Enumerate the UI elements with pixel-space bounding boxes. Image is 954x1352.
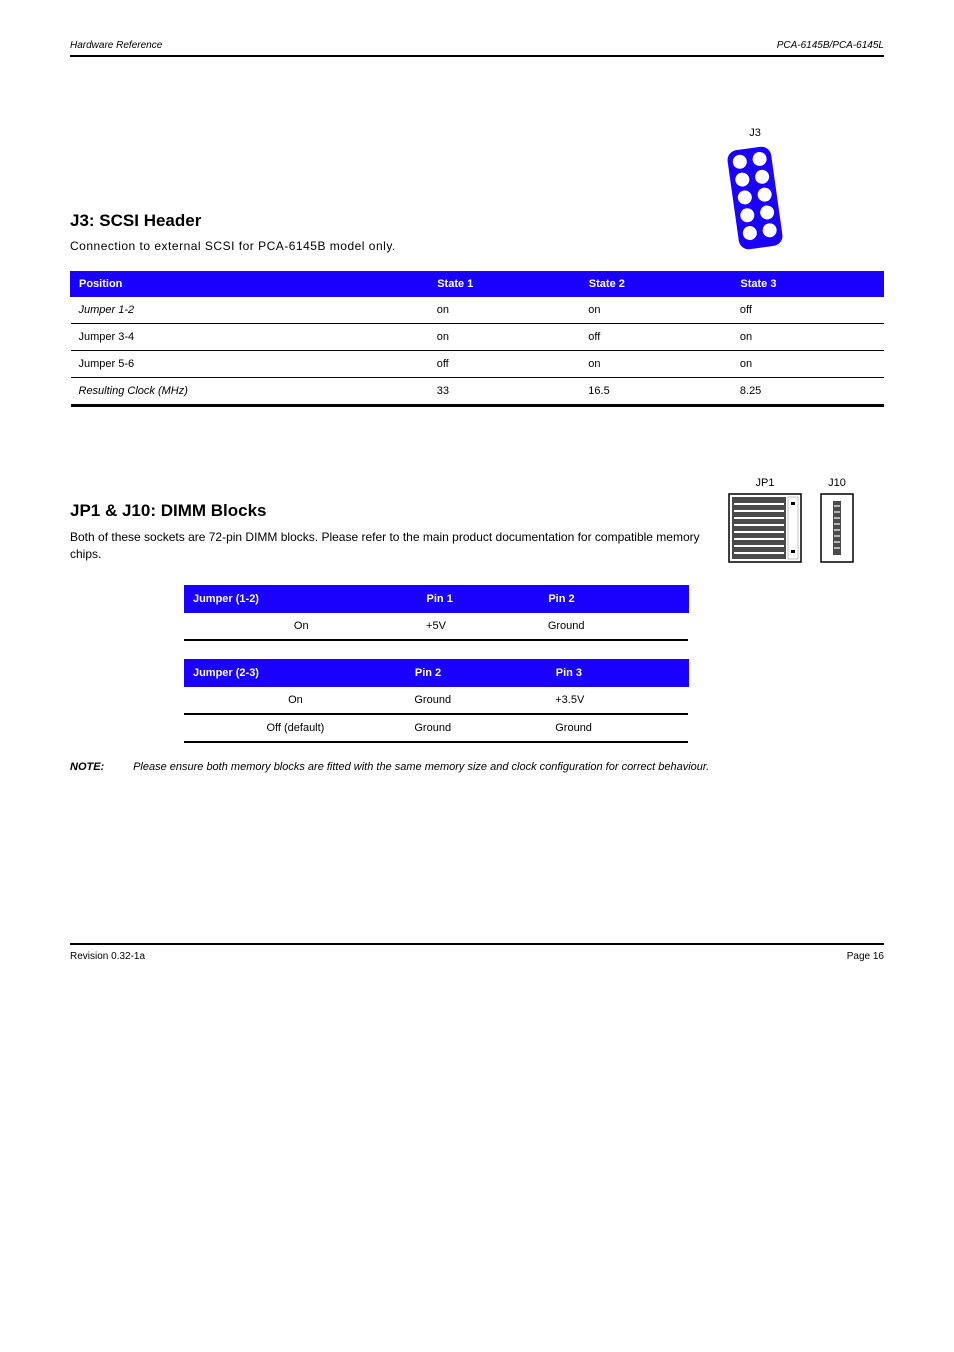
j3-cell: off xyxy=(732,297,884,324)
jp1-dimm-icon xyxy=(728,493,802,563)
footer-right: Page 16 xyxy=(847,951,884,962)
section-j3: J3: SCSI Header Connection to external S… xyxy=(70,127,884,407)
dimm-b-cell: +3.5V xyxy=(547,687,688,715)
note-block: NOTE: Please ensure both memory blocks a… xyxy=(70,761,884,773)
j3-col-header: Position xyxy=(71,272,429,297)
j3-cell: on xyxy=(732,351,884,378)
dimm-a-col-header: Jumper (1-2) xyxy=(184,586,418,613)
header-right: PCA-6145B/PCA-6145L xyxy=(777,40,884,51)
dimm-heading: JP1 & J10: DIMM Blocks xyxy=(70,501,728,521)
j3-cell: 16.5 xyxy=(580,378,732,406)
j3-cell: Jumper 1-2 xyxy=(71,297,429,324)
dimm-b-cell: Off (default) xyxy=(184,714,406,742)
dimm-b-cell: Ground xyxy=(406,687,547,715)
j3-cell: on xyxy=(580,297,732,324)
page-footer: Revision 0.32-1a Page 16 xyxy=(70,943,884,962)
j3-heading: J3: SCSI Header xyxy=(70,211,726,231)
section-dimm: JP1 & J10: DIMM Blocks Both of these soc… xyxy=(70,477,884,773)
j3-cell: 8.25 xyxy=(732,378,884,406)
j3-cell: on xyxy=(732,324,884,351)
j3-figure-caption: J3 xyxy=(726,127,784,139)
j10-dimm-icon xyxy=(820,493,854,563)
dimm-b-cell: Ground xyxy=(547,714,688,742)
j3-cell: 33 xyxy=(429,378,581,406)
dimm-b-cell: Ground xyxy=(406,714,547,742)
dimm-table-b: Jumper (2-3)Pin 2Pin 3 OnGround+3.5VOff … xyxy=(184,659,689,743)
j3-table: PositionState 1State 2State 3 Jumper 1-2… xyxy=(70,271,884,407)
j3-cell: off xyxy=(429,351,581,378)
j3-col-header: State 3 xyxy=(732,272,884,297)
j3-cell: on xyxy=(429,324,581,351)
dimm-paragraph: Both of these sockets are 72-pin DIMM bl… xyxy=(70,529,728,563)
j3-cell: on xyxy=(429,297,581,324)
dimm-b-col-header: Pin 3 xyxy=(547,660,688,687)
page-header: Hardware Reference PCA-6145B/PCA-6145L xyxy=(70,40,884,57)
dimm-b-col-header: Jumper (2-3) xyxy=(184,660,406,687)
j3-cell: off xyxy=(580,324,732,351)
dimm-a-col-header: Pin 1 xyxy=(418,586,540,613)
footer-left: Revision 0.32-1a xyxy=(70,951,145,962)
j10-caption: J10 xyxy=(820,477,854,489)
dimm-a-col-header: Pin 2 xyxy=(540,586,688,613)
dimm-a-cell: +5V xyxy=(418,613,540,641)
dimm-b-col-header: Pin 2 xyxy=(406,660,547,687)
dimm-a-cell: Ground xyxy=(540,613,688,641)
note-text: Please ensure both memory blocks are fit… xyxy=(133,761,709,773)
j3-cell: on xyxy=(580,351,732,378)
j3-subtitle: Connection to external SCSI for PCA-6145… xyxy=(70,239,726,253)
j3-header-icon xyxy=(726,143,784,253)
j3-cell: Resulting Clock (MHz) xyxy=(71,378,429,406)
header-left: Hardware Reference xyxy=(70,40,162,51)
j3-cell: Jumper 5-6 xyxy=(71,351,429,378)
j3-col-header: State 1 xyxy=(429,272,581,297)
dimm-a-cell: On xyxy=(184,613,418,641)
note-label: NOTE: xyxy=(70,761,130,773)
jp1-caption: JP1 xyxy=(728,477,802,489)
j3-cell: Jumper 3-4 xyxy=(71,324,429,351)
dimm-b-cell: On xyxy=(184,687,406,715)
dimm-table-a: Jumper (1-2)Pin 1Pin 2 On+5VGround xyxy=(184,585,689,641)
j3-col-header: State 2 xyxy=(580,272,732,297)
